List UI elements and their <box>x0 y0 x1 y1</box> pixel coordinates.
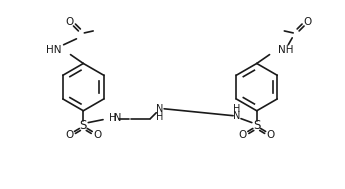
Text: O: O <box>66 130 74 140</box>
Text: S: S <box>253 119 260 132</box>
Text: N: N <box>233 111 241 121</box>
Text: O: O <box>66 17 74 27</box>
Text: O: O <box>239 130 247 140</box>
Text: N: N <box>157 104 164 114</box>
Text: H: H <box>233 104 241 114</box>
Text: HN: HN <box>46 45 62 55</box>
Text: H: H <box>157 112 164 122</box>
Text: O: O <box>304 17 312 27</box>
Text: O: O <box>93 130 101 140</box>
Text: O: O <box>266 130 275 140</box>
Text: NH: NH <box>278 45 294 55</box>
Text: H: H <box>109 113 116 123</box>
Text: N: N <box>114 113 121 123</box>
Text: S: S <box>80 119 87 132</box>
